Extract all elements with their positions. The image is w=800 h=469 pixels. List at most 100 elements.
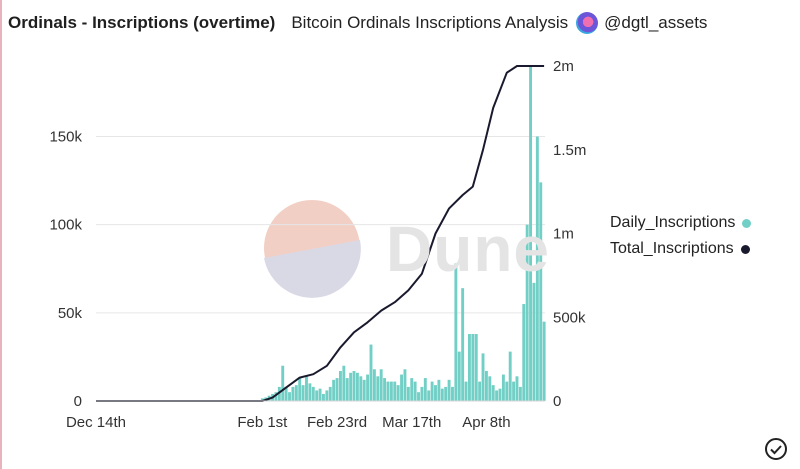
bar-daily-47 (420, 386, 424, 401)
line-total-inscriptions (96, 65, 545, 402)
chart-header: Ordinals - Inscriptions (overtime) Bitco… (8, 9, 707, 37)
legend-item-total[interactable]: Total_Inscriptions (610, 236, 751, 262)
gridlines (96, 136, 545, 314)
bar-daily-6 (281, 365, 285, 401)
bar-daily-37 (386, 381, 390, 401)
bar-daily-74 (512, 381, 516, 401)
bar-daily-24 (342, 365, 346, 401)
bar-daily-67 (488, 376, 492, 401)
total-inscriptions-line (96, 65, 545, 402)
y-right-tick-label: 0 (553, 393, 561, 410)
bar-daily-54 (444, 386, 448, 401)
bar-daily-49 (427, 390, 431, 401)
bar-daily-69 (495, 390, 499, 401)
bar-daily-41 (400, 374, 403, 401)
legend-dot-total (740, 244, 750, 254)
bar-daily-34 (376, 376, 380, 401)
bar-daily-27 (352, 371, 356, 401)
bar-daily-40 (396, 385, 400, 401)
bar-daily-18 (322, 393, 325, 401)
bar-daily-21 (332, 379, 336, 401)
y-right-tick-label: 1.5m (553, 142, 586, 159)
x-tick-label: Dec 14th (66, 414, 126, 431)
bar-daily-81 (535, 136, 539, 402)
bar-daily-15 (311, 386, 315, 401)
bar-daily-32 (369, 344, 373, 401)
bar-daily-0 (260, 398, 264, 401)
bar-daily-50 (430, 381, 434, 401)
bar-daily-17 (318, 388, 322, 401)
bar-daily-70 (498, 388, 502, 401)
bar-daily-12 (301, 385, 305, 401)
dashboard-title[interactable]: Bitcoin Ordinals Inscriptions Analysis (291, 13, 569, 32)
bar-daily-52 (437, 379, 441, 401)
bar-daily-66 (484, 371, 488, 401)
bar-daily-63 (474, 334, 478, 401)
bar-daily-38 (389, 381, 393, 401)
bar-daily-42 (403, 369, 407, 401)
x-tick-label: Apr 8th (462, 414, 510, 431)
bar-daily-22 (335, 378, 339, 401)
bar-daily-79 (529, 66, 533, 401)
legend: Daily_Inscriptions Total_Inscriptions (610, 210, 752, 262)
left-edge-border (0, 0, 2, 469)
legend-dot-daily (742, 218, 752, 228)
bar-daily-65 (481, 353, 485, 401)
bar-daily-80 (532, 282, 536, 401)
dune-watermark-text: Dune (386, 213, 550, 285)
bar-daily-61 (468, 334, 471, 401)
bar-daily-73 (508, 351, 512, 401)
axes: 0 50k 100k 150k 0 500k 1m 1.5m 2m Dec 14th Feb 1st… (49, 58, 586, 431)
bar-daily-31 (366, 374, 370, 401)
bar-daily-7 (284, 386, 288, 401)
bar-daily-76 (518, 386, 522, 401)
bar-daily-5 (277, 386, 281, 401)
legend-label-total: Total_Inscriptions (610, 240, 734, 257)
bar-daily-45 (413, 381, 417, 401)
daily-inscriptions-bars (260, 66, 546, 402)
bar-daily-58 (457, 351, 461, 401)
bar-daily-4 (274, 392, 278, 401)
bar-daily-28 (355, 372, 359, 401)
bar-daily-68 (491, 385, 495, 401)
bar-daily-35 (379, 369, 383, 401)
bar-daily-55 (447, 379, 451, 401)
bar-daily-14 (308, 383, 312, 401)
bar-daily-53 (440, 388, 444, 401)
bar-daily-43 (406, 386, 410, 401)
bar-daily-11 (298, 378, 302, 401)
bar-daily-36 (383, 378, 387, 401)
y-left-tick-label: 150k (49, 129, 82, 146)
legend-item-daily[interactable]: Daily_Inscriptions (610, 210, 752, 236)
bar-daily-19 (325, 390, 329, 401)
chart-title: Ordinals - Inscriptions (overtime) (8, 13, 276, 32)
x-tick-label: Mar 17th (382, 414, 441, 431)
bar-daily-75 (515, 376, 519, 401)
dune-watermark-logo (264, 200, 361, 298)
bar-daily-13 (305, 376, 308, 401)
author-handle[interactable]: @dgtl_assets (604, 13, 708, 32)
bar-daily-10 (294, 385, 298, 401)
bar-daily-71 (501, 374, 505, 401)
bar-daily-23 (338, 371, 342, 401)
bar-daily-16 (315, 390, 319, 401)
avatar-icon[interactable] (576, 12, 599, 34)
bar-daily-44 (410, 378, 414, 401)
bar-daily-48 (423, 378, 427, 401)
bar-daily-39 (393, 381, 397, 401)
bar-daily-46 (417, 392, 420, 401)
bar-daily-8 (288, 392, 291, 401)
bar-daily-82 (539, 182, 543, 401)
bar-daily-33 (372, 369, 376, 401)
bar-daily-25 (345, 378, 349, 401)
check-circle-icon[interactable] (764, 437, 788, 461)
bar-daily-20 (328, 386, 332, 401)
x-tick-label: Feb 1st (237, 414, 288, 431)
bar-daily-83 (542, 321, 546, 401)
y-right-tick-label: 1m (553, 226, 574, 243)
bar-daily-57 (454, 263, 458, 401)
bar-daily-78 (525, 224, 529, 401)
bar-daily-72 (505, 381, 509, 401)
x-tick-label: Feb 23rd (307, 414, 367, 431)
